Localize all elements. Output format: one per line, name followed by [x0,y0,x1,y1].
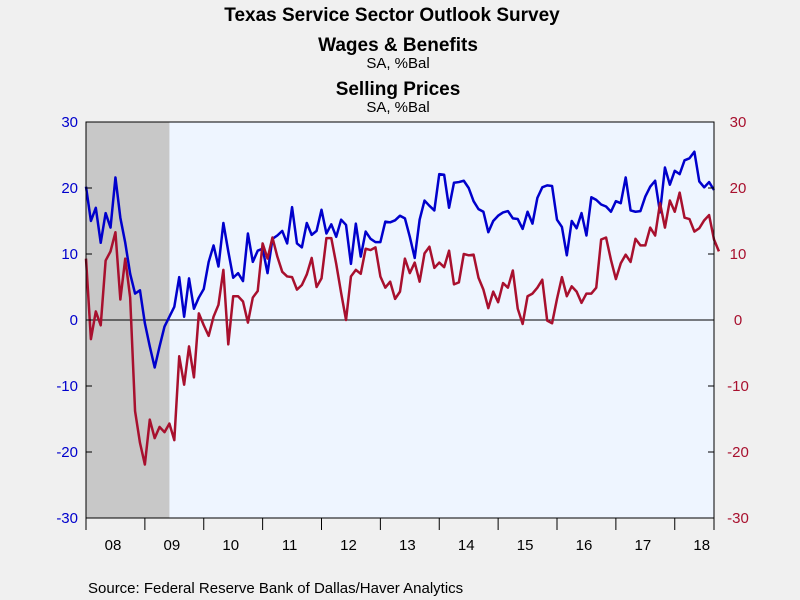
plot-area [84,121,721,519]
x-tick-label: 14 [458,537,475,554]
left-tick-label: 30 [61,114,78,131]
right-tick-label: -10 [727,378,749,395]
right-tick-label: -20 [727,444,749,461]
x-tick-label: 09 [164,537,181,554]
left-tick-label: 0 [70,312,78,329]
left-tick-label: -20 [56,444,78,461]
x-tick-label: 17 [635,537,652,554]
series-line-2 [84,191,721,466]
left-tick-label: -10 [56,378,78,395]
x-tick-label: 13 [399,537,416,554]
series-2-title: Selling Prices [336,79,461,100]
chart-title: Texas Service Sector Outlook Survey [224,5,560,26]
left-tick-label: 20 [61,180,78,197]
x-axis: 08 09 10 11 12 13 14 15 16 17 18 [85,518,715,554]
right-tick-label: 0 [734,312,742,329]
right-axis: -30 -20 -10 0 10 20 30 [708,114,749,527]
left-tick-label: 10 [61,246,78,263]
x-tick-label: 11 [282,537,298,554]
source-note: Source: Federal Reserve Bank of Dallas/H… [88,580,463,597]
left-tick-label: -30 [56,510,78,527]
right-tick-label: 10 [730,246,747,263]
series-2-unit: SA, %Bal [366,99,429,116]
x-tick-label: 15 [517,537,534,554]
right-tick-label: -30 [727,510,749,527]
x-tick-label: 16 [576,537,593,554]
series-1-unit: SA, %Bal [366,55,429,72]
right-tick-label: 20 [730,180,747,197]
x-tick-label: 12 [340,537,357,554]
right-tick-label: 30 [730,114,747,131]
series-1-title: Wages & Benefits [318,35,478,56]
left-axis: -30 -20 -10 0 10 20 30 [56,114,92,527]
x-tick-label: 10 [222,537,239,554]
x-tick-label: 08 [105,537,122,554]
x-tick-label: 18 [693,537,710,554]
series-line-1 [84,150,716,369]
